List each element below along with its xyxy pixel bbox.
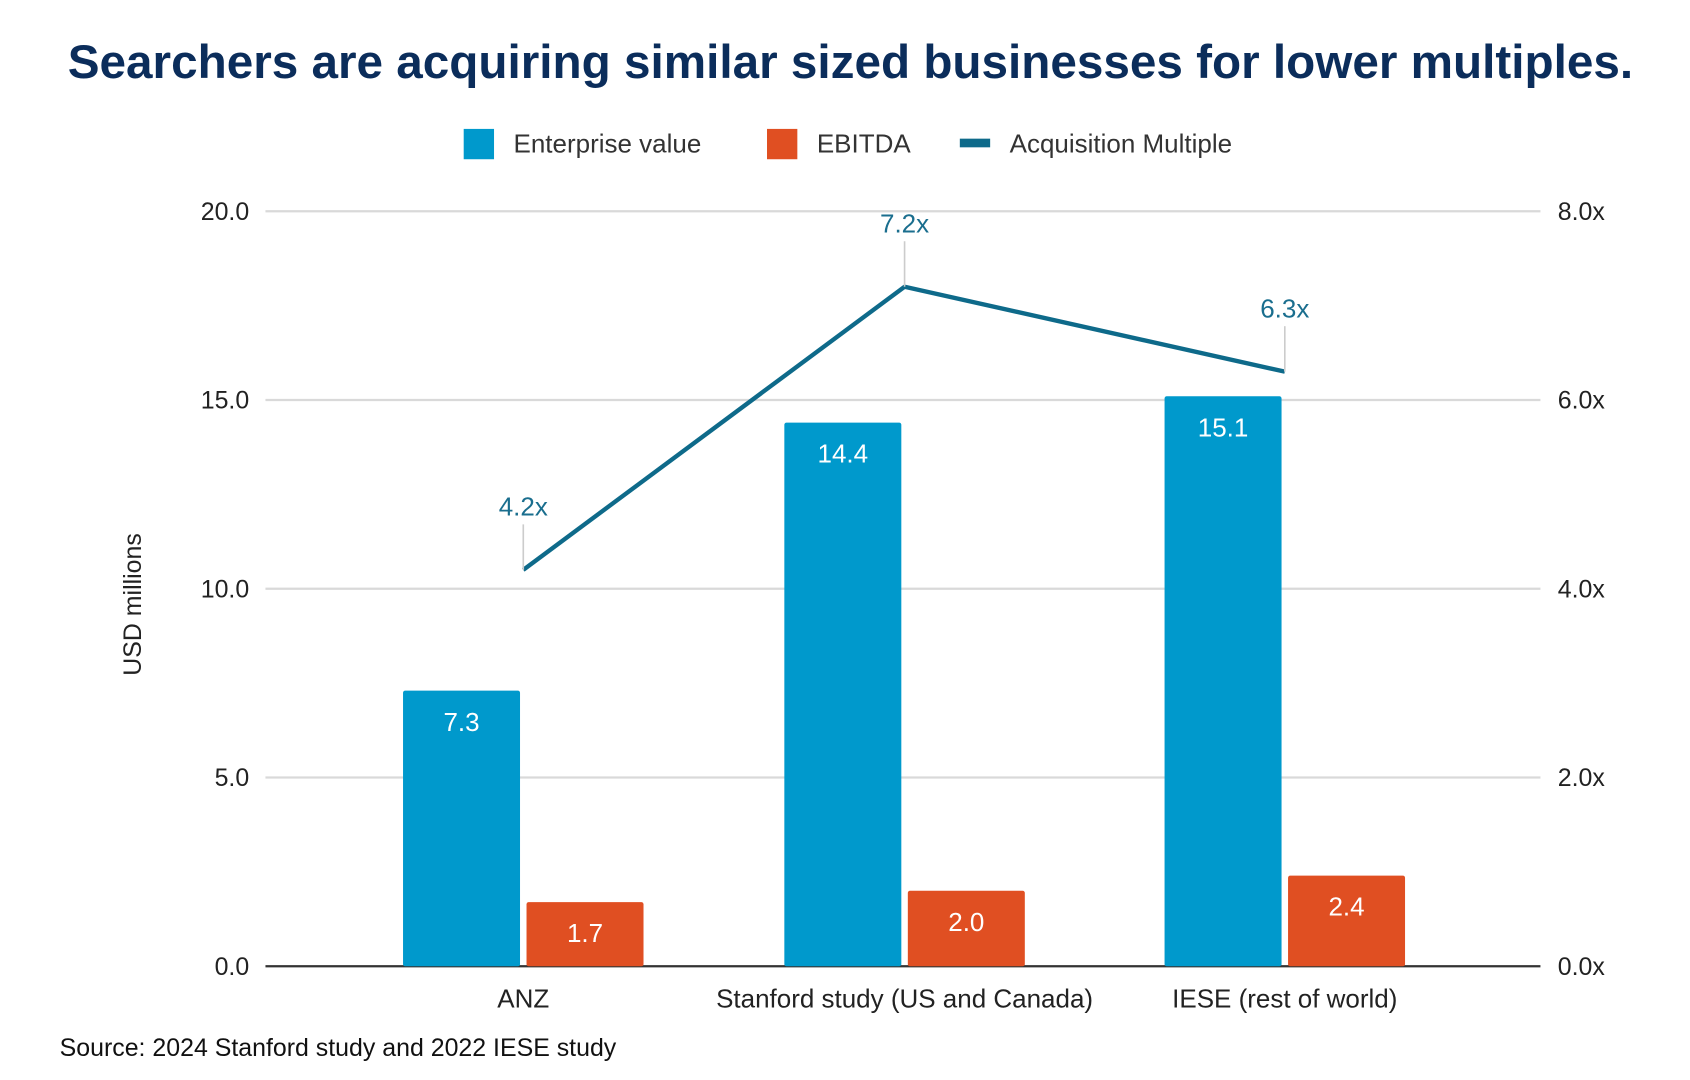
bar-value-label: 2.0 xyxy=(948,907,984,937)
y-tick-label: 20.0 xyxy=(201,198,249,226)
chart-title: Searchers are acquiring similar sized bu… xyxy=(68,36,1633,89)
x-tick-label: IESE (rest of world) xyxy=(1172,983,1397,1013)
legend-swatch xyxy=(767,128,798,160)
line-series xyxy=(521,241,1286,572)
y2-tick-label: 0.0x xyxy=(1558,953,1606,981)
bar-ebitda xyxy=(907,890,1025,967)
y-axis-label: USD millions xyxy=(119,533,147,676)
y2-tick-label: 8.0x xyxy=(1558,198,1606,226)
bar-ebitda xyxy=(1288,875,1406,967)
bar-value-label: 1.7 xyxy=(567,918,603,948)
y2-tick-label: 2.0x xyxy=(1558,764,1606,792)
line-value-label: 4.2x xyxy=(499,492,548,522)
bar-ebitda xyxy=(526,902,644,967)
gridlines: 0.0 0.0x 5.0 2.0x 10.0 4.0x 15.0 6.0x 20.0 8.0x xyxy=(201,198,1606,981)
bar-enterprise-value xyxy=(403,690,521,967)
bar-value-label: 14.4 xyxy=(818,439,869,469)
bar-value-label: 2.4 xyxy=(1328,892,1364,922)
line-value-label: 7.2x xyxy=(880,209,929,239)
y-tick-label: 5.0 xyxy=(215,764,250,792)
x-tick-label: Stanford study (US and Canada) xyxy=(716,983,1093,1013)
legend-swatch xyxy=(959,138,991,148)
legend: Enterprise value EBITDA Acquisition Multip… xyxy=(463,128,1232,160)
y-tick-label: 15.0 xyxy=(201,387,249,415)
bar-value-label: 7.3 xyxy=(443,707,479,737)
legend-label: Acquisition Multiple xyxy=(1010,129,1232,159)
bar-enterprise-value xyxy=(784,422,902,967)
bars xyxy=(403,396,1406,967)
source-note: Source: 2024 Stanford study and 2022 IES… xyxy=(60,1034,617,1062)
y2-tick-label: 6.0x xyxy=(1558,387,1606,415)
legend-label: EBITDA xyxy=(817,129,912,159)
legend-label: Enterprise value xyxy=(514,129,702,159)
legend-swatch xyxy=(463,128,495,160)
data-labels: 7.3 1.7 ANZ 14.4 2.0 Stanford study (US and C… xyxy=(443,209,1397,1014)
y2-tick-label: 4.0x xyxy=(1558,575,1606,603)
bar-enterprise-value xyxy=(1164,396,1282,967)
y-tick-label: 0.0 xyxy=(215,953,250,981)
x-tick-label: ANZ xyxy=(497,983,549,1013)
y-tick-label: 10.0 xyxy=(201,575,249,603)
bar-value-label: 15.1 xyxy=(1198,412,1249,442)
line-value-label: 6.3x xyxy=(1260,294,1309,324)
